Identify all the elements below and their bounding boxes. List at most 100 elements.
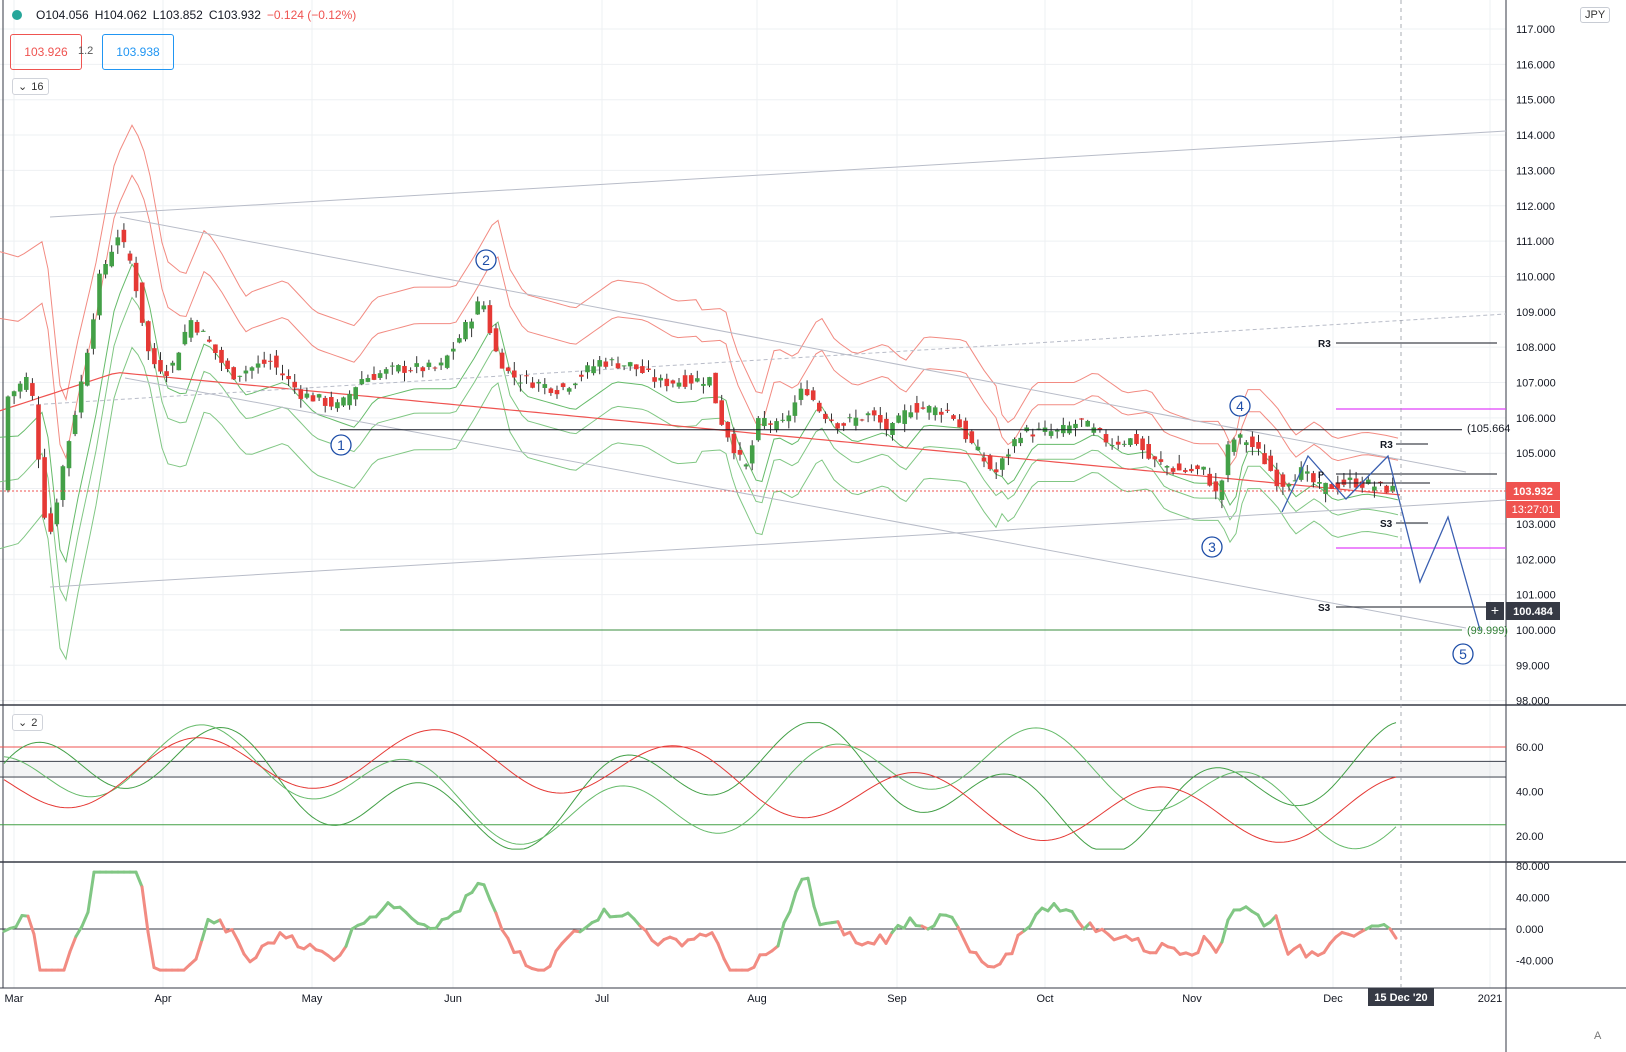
candle-down [420,367,426,372]
time-axis-label: Jul [595,993,609,1005]
momentum-segment [962,938,972,954]
candle-down [1384,485,1389,493]
wave-label-4: 4 [1236,398,1244,414]
price-axis-label: 110.000 [1516,271,1555,283]
time-axis-label: Nov [1182,993,1202,1005]
candle-down [835,423,840,429]
pivot-label-s3: S3 [1380,519,1393,530]
ohlc-close: C103.932 [208,8,261,22]
candle-up [1231,439,1237,452]
auto-scale-button[interactable]: A [1594,1030,1602,1042]
candle-up [316,394,322,398]
price-axis-label: 103.000 [1516,519,1556,531]
candle-up [91,319,96,349]
symbol-status-icon [12,10,22,20]
candle-down [939,411,944,415]
chevron-down-icon: ⌄ [18,81,28,93]
momentum-segment [140,885,150,934]
price-axis-label: 111.000 [1516,236,1554,248]
candle-up [1048,431,1054,436]
momentum-segment [836,920,846,937]
momentum-segment [788,890,798,913]
ohlc-high: H104.062 [94,8,147,22]
candle-down [719,400,724,425]
candle-up [188,320,194,338]
candle-up [54,502,60,525]
momentum-segment [482,883,492,902]
candle-down [1189,468,1194,472]
candle-up [1298,467,1304,480]
price-axis-label: 102.000 [1516,554,1556,566]
candle-down [920,407,926,409]
candle-down [512,370,517,378]
candle-up [896,415,901,423]
candle-down [194,321,200,333]
momentum-segment [146,930,156,969]
candle-down [1103,434,1109,443]
momentum-segment [200,917,210,942]
osc-axis-label: 60.00 [1516,742,1544,754]
candle-up [1201,466,1206,470]
candle-down [652,377,657,382]
momentum-segment [1154,941,1164,955]
candle-up [1000,458,1005,470]
momentum-segment [506,936,516,954]
candle-up [24,377,29,390]
candle-up [451,348,456,352]
momentum-segment [1280,935,1290,956]
candle-down [1256,442,1261,449]
candle-down [1195,465,1200,470]
candle-up [762,418,767,427]
candle-down [737,449,743,455]
momentum-segment [242,952,252,964]
momentum-segment [644,929,654,942]
momentum-axis-label: -40.000 [1516,956,1553,968]
candle-down [670,380,676,384]
candle-down [1341,479,1347,485]
candle-up [359,379,365,385]
candle-up [853,417,859,426]
momentum-segment [554,941,564,953]
momentum-segment [236,939,246,956]
candle-down [402,365,407,373]
momentum-segment [596,907,606,922]
price-axis-label: 112.000 [1516,201,1555,213]
candle-up [78,381,84,413]
time-axis-label: Sep [887,993,907,1005]
currency-label[interactable]: JPY [1580,7,1611,23]
candle-down [1311,473,1316,483]
candle-down [286,375,291,380]
osc-k-line [3,722,1397,850]
momentum-segment [902,916,912,930]
candle-up [469,321,474,329]
momentum-segment [290,934,300,949]
momentum-segment [806,876,816,908]
candle-down [810,390,816,400]
trend-line [119,216,1467,473]
candle-up [1237,434,1243,438]
momentum-segment [908,916,918,928]
momentum-segment [254,944,264,959]
main-pane-indicator-toggle[interactable]: ⌄ 16 [12,78,50,95]
candle-down [1207,473,1212,486]
candle-up [743,464,749,467]
momentum-axis-label: 0.000 [1516,924,1544,936]
candle-down [1274,469,1280,487]
sell-price-button[interactable]: 103.926 [10,34,82,70]
candle-up [66,441,72,469]
price-axis-label: 108.000 [1516,342,1556,354]
momentum-segment [752,953,762,969]
price-axis-label: 113.000 [1516,165,1555,177]
candle-up [792,402,798,416]
candle-up [85,352,90,386]
candle-down [207,339,212,342]
candle-down [945,409,950,411]
countdown-tag-bg [1506,501,1560,518]
buy-price-button[interactable]: 103.938 [102,34,174,70]
candle-up [1036,428,1042,430]
candle-down [139,282,145,323]
osc-pane-indicator-toggle[interactable]: ⌄ 2 [12,714,44,731]
candle-down [231,367,236,380]
time-axis-label: Jun [444,993,462,1005]
